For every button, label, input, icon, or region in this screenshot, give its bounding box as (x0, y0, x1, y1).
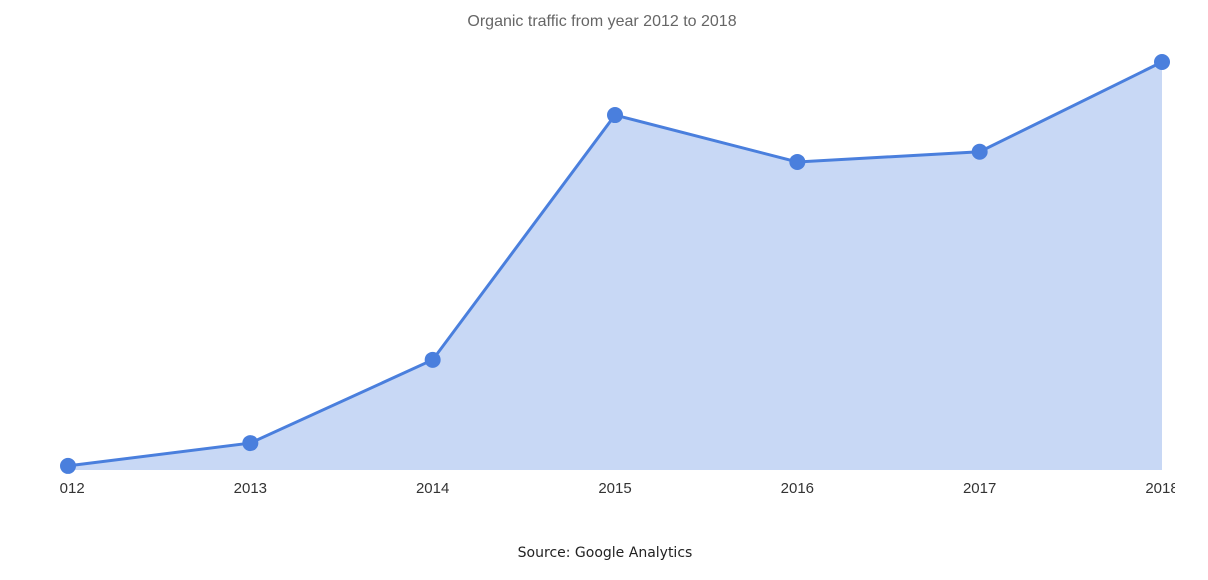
chart-title: Organic traffic from year 2012 to 2018 (467, 13, 736, 30)
point (789, 153, 806, 170)
point (971, 143, 988, 160)
point (1154, 54, 1170, 70)
x-tick-label: 2014 (416, 480, 449, 497)
x-tick-label: 2012 (51, 480, 84, 497)
x-tick-label: 2013 (234, 480, 267, 497)
point (424, 351, 441, 368)
x-tick-label: 2015 (598, 480, 631, 497)
x-tick-label: 2016 (781, 480, 814, 497)
plot-area: 2012 2013 2014 2015 2016 2017 2018 (51, 54, 1178, 497)
x-tick-label: 2018 (1145, 480, 1178, 497)
source-note: Source: Google Analytics (518, 545, 693, 561)
point (60, 457, 76, 474)
point (242, 435, 259, 452)
x-tick-label: 2017 (963, 480, 996, 497)
point (607, 107, 623, 124)
area-fill (68, 62, 1162, 470)
